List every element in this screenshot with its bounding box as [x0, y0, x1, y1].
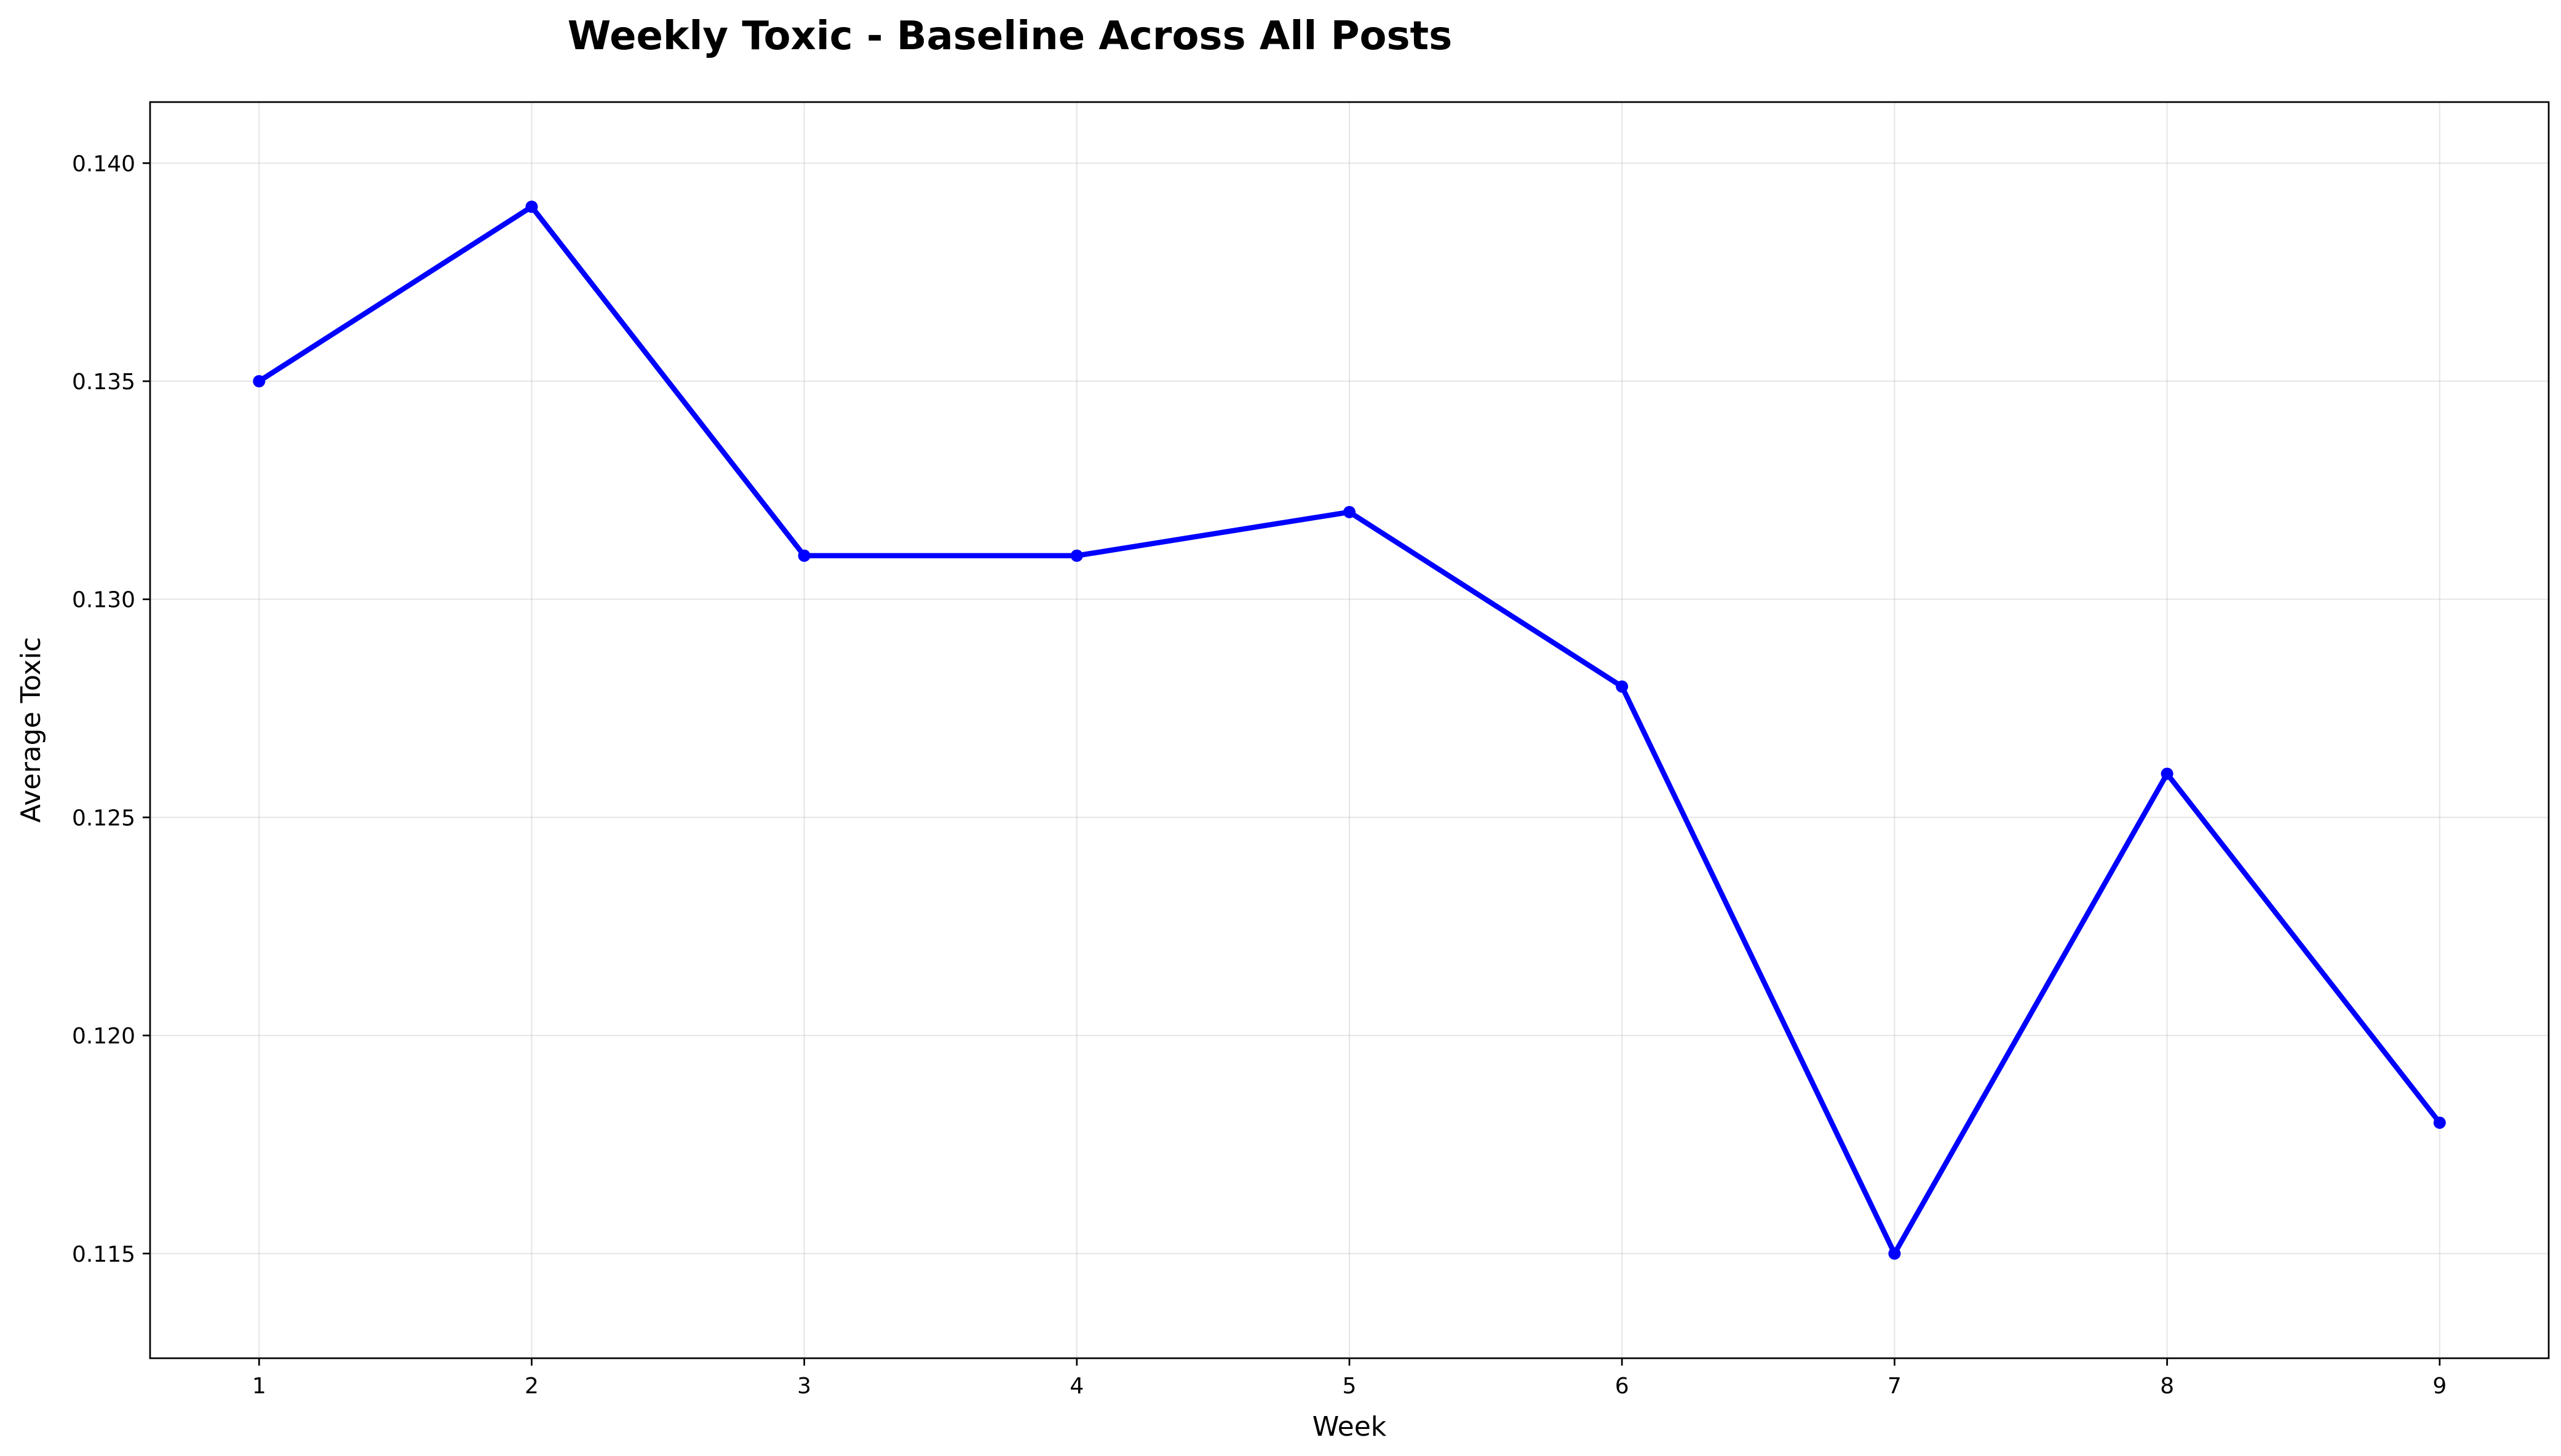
- x-tick-label: 1: [252, 1374, 266, 1399]
- x-tick-label: 3: [797, 1374, 811, 1399]
- x-tick-label: 7: [1888, 1374, 1902, 1399]
- x-tick-label: 6: [1615, 1374, 1629, 1399]
- x-tick-label: 9: [2432, 1374, 2447, 1399]
- data-point: [1888, 1247, 1901, 1260]
- data-point: [525, 200, 538, 213]
- y-tick-label: 0.115: [72, 1242, 135, 1267]
- x-tick-label: 4: [1070, 1374, 1084, 1399]
- chart-title: Weekly Toxic - Baseline Across All Posts: [568, 14, 1452, 59]
- ticks: 1 2 3 4 5 6 7 8 9 0.115 0.120 0.125 0.130 0.135 0.140: [72, 151, 2447, 1399]
- data-point: [2161, 767, 2174, 780]
- grid: [150, 102, 2549, 1358]
- data-point: [253, 375, 266, 387]
- x-axis-label: Week: [1312, 1411, 1387, 1442]
- y-tick-label: 0.140: [72, 151, 135, 176]
- y-axis-label: Average Toxic: [15, 637, 47, 823]
- y-tick-label: 0.135: [72, 370, 135, 395]
- series-layer: [253, 200, 2446, 1260]
- data-point: [1343, 505, 1356, 518]
- data-point: [1616, 680, 1629, 693]
- x-tick-label: 8: [2160, 1374, 2174, 1399]
- data-point: [798, 549, 811, 562]
- x-tick-label: 5: [1343, 1374, 1357, 1399]
- y-tick-label: 0.120: [72, 1024, 135, 1049]
- data-point: [1070, 549, 1083, 562]
- data-point: [2433, 1116, 2446, 1129]
- y-tick-label: 0.130: [72, 588, 135, 613]
- y-tick-label: 0.125: [72, 805, 135, 831]
- x-tick-label: 2: [525, 1374, 539, 1399]
